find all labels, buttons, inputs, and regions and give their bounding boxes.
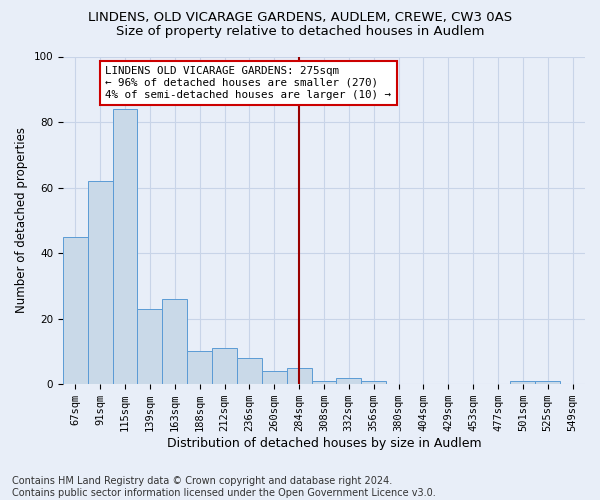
Text: LINDENS, OLD VICARAGE GARDENS, AUDLEM, CREWE, CW3 0AS: LINDENS, OLD VICARAGE GARDENS, AUDLEM, C… — [88, 11, 512, 24]
Y-axis label: Number of detached properties: Number of detached properties — [15, 128, 28, 314]
Bar — [535, 381, 560, 384]
Bar — [137, 309, 163, 384]
Bar — [337, 378, 361, 384]
Bar — [113, 109, 137, 384]
Bar — [237, 358, 262, 384]
Bar — [311, 381, 337, 384]
Bar — [187, 352, 212, 384]
Bar — [287, 368, 311, 384]
Bar — [361, 381, 386, 384]
Text: LINDENS OLD VICARAGE GARDENS: 275sqm
← 96% of detached houses are smaller (270)
: LINDENS OLD VICARAGE GARDENS: 275sqm ← 9… — [105, 66, 391, 100]
Bar — [88, 181, 113, 384]
Bar — [63, 236, 88, 384]
Bar — [212, 348, 237, 384]
Bar — [262, 371, 287, 384]
Bar — [163, 299, 187, 384]
Bar — [511, 381, 535, 384]
Text: Size of property relative to detached houses in Audlem: Size of property relative to detached ho… — [116, 25, 484, 38]
Text: Contains HM Land Registry data © Crown copyright and database right 2024.
Contai: Contains HM Land Registry data © Crown c… — [12, 476, 436, 498]
X-axis label: Distribution of detached houses by size in Audlem: Distribution of detached houses by size … — [167, 437, 481, 450]
